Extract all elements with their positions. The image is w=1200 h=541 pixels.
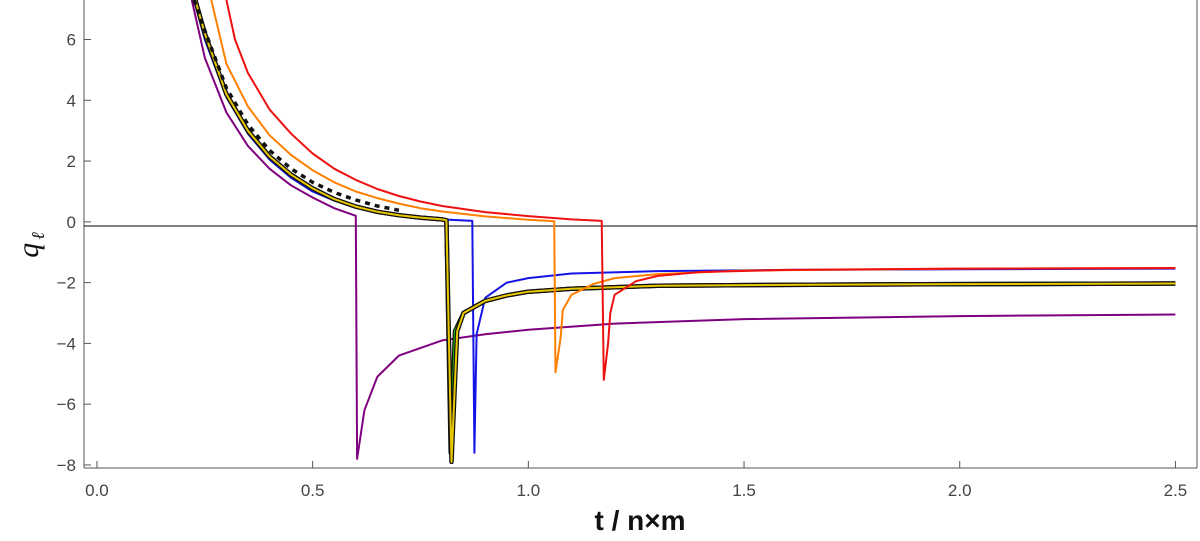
y-axis-label: qℓ bbox=[12, 232, 48, 258]
y-tick-label: 6 bbox=[67, 31, 76, 50]
series-outline-yellow bbox=[193, 0, 1176, 465]
x-tick-label: 0.0 bbox=[85, 481, 109, 500]
series-layer bbox=[190, 0, 1176, 465]
series-line-yellow bbox=[194, 0, 1176, 463]
y-tick-label: −4 bbox=[57, 334, 76, 353]
x-tick-label: 1.5 bbox=[732, 481, 756, 500]
y-axis-ticks: −8 −6 −4 −2 0 2 4 6 bbox=[57, 31, 91, 475]
x-tick-label: 2.5 bbox=[1164, 481, 1188, 500]
x-axis-label: t / n×m bbox=[594, 505, 685, 536]
y-tick-label: 2 bbox=[67, 152, 76, 171]
series-line-red bbox=[225, 0, 1176, 381]
series-line-black-dashed bbox=[192, 0, 400, 213]
y-tick-label: 0 bbox=[67, 213, 76, 232]
y-tick-label: −2 bbox=[57, 274, 76, 293]
series-line-orange bbox=[210, 0, 1176, 374]
y-tick-label: −6 bbox=[57, 395, 76, 414]
x-tick-label: 0.5 bbox=[301, 481, 325, 500]
series-line-purple bbox=[190, 0, 1176, 460]
x-axis-ticks: 0.0 0.5 1.0 1.5 2.0 2.5 bbox=[85, 461, 1187, 500]
y-axis-label-sub: ℓ bbox=[28, 232, 48, 240]
y-tick-label: 4 bbox=[67, 91, 76, 110]
plot-frame bbox=[83, 0, 1198, 469]
y-tick-label: −8 bbox=[57, 456, 76, 475]
x-tick-label: 2.0 bbox=[948, 481, 972, 500]
x-tick-label: 1.0 bbox=[517, 481, 541, 500]
svg-text:qℓ: qℓ bbox=[12, 232, 48, 258]
y-axis-label-main: q bbox=[12, 243, 45, 258]
